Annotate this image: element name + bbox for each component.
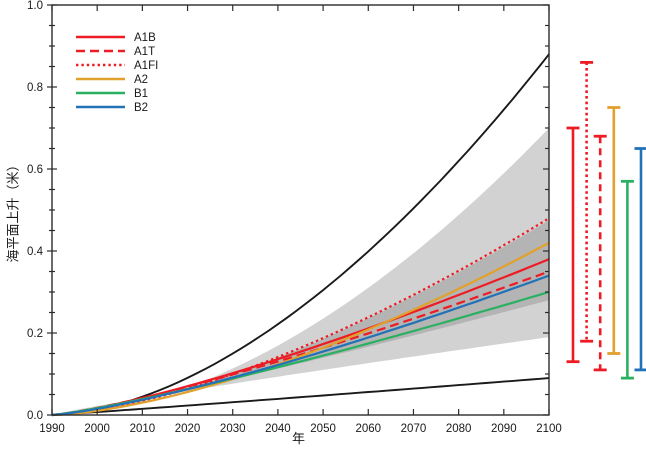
legend-item-A2: A2 bbox=[76, 74, 148, 86]
x-tick-label: 2000 bbox=[84, 423, 110, 435]
legend-label: A1T bbox=[134, 46, 155, 58]
plot-frame-and-axes: 1990 2000 2010 2020 2030 2040 2050 2060 2070 2080… bbox=[27, 0, 562, 435]
legend-label: A2 bbox=[134, 74, 148, 86]
legend-item-A1FI: A1FI bbox=[76, 60, 158, 72]
x-tick-label: 2060 bbox=[355, 423, 381, 435]
x-tick-label: 2010 bbox=[130, 423, 156, 435]
x-tick-label: 2040 bbox=[265, 423, 291, 435]
all-models-range-band-shading bbox=[52, 128, 549, 415]
range-bar-B2 bbox=[634, 147, 646, 372]
y-tick-label: 0.8 bbox=[27, 82, 43, 94]
y-tick-label: 0.2 bbox=[27, 328, 43, 340]
legend-label: B1 bbox=[134, 88, 148, 100]
legend-item-A1T: A1T bbox=[76, 46, 155, 58]
scenario-curves bbox=[51, 217, 550, 417]
x-tick-label: 2050 bbox=[310, 423, 336, 435]
legend-label: B2 bbox=[134, 102, 148, 114]
x-tick-label: 1990 bbox=[39, 423, 65, 435]
range-bar-A1B bbox=[566, 126, 580, 364]
range-bar-A1FI bbox=[580, 61, 594, 343]
legend-label: A1FI bbox=[134, 60, 158, 72]
range-bar-B1 bbox=[620, 179, 634, 380]
range-bars-2100 bbox=[566, 61, 646, 380]
y-tick-label: 0.0 bbox=[27, 410, 43, 422]
y-tick-label: 0.6 bbox=[27, 164, 43, 176]
x-tick-label: 2070 bbox=[401, 423, 427, 435]
legend-label: A1B bbox=[134, 32, 156, 44]
y-tick-label: 1.0 bbox=[27, 0, 43, 12]
range-bar-A1T bbox=[593, 134, 607, 372]
legend-item-B2: B2 bbox=[76, 102, 148, 114]
envelope-lower-line bbox=[51, 377, 550, 416]
legend-item-B1: B1 bbox=[76, 88, 148, 100]
x-axis-title: 年 bbox=[291, 431, 305, 446]
x-tick-label: 2100 bbox=[536, 423, 562, 435]
x-tick-label: 2030 bbox=[220, 423, 246, 435]
legend-item-A1B: A1B bbox=[76, 32, 156, 44]
x-tick-label: 2020 bbox=[175, 423, 201, 435]
series-line-A2 bbox=[51, 241, 550, 417]
range-bar-A2 bbox=[607, 106, 621, 355]
x-tick-label: 2080 bbox=[446, 423, 472, 435]
legend: A1B A1T A1FI A2 B1 B2 bbox=[76, 32, 158, 114]
model-average-range-band-shading bbox=[52, 220, 549, 415]
y-tick-label: 0.4 bbox=[27, 246, 44, 258]
y-axis-title: 海平面上升（米） bbox=[5, 158, 21, 263]
series-line-B2 bbox=[51, 274, 550, 417]
x-tick-label: 2090 bbox=[491, 423, 517, 435]
series-line-A1FI bbox=[51, 217, 550, 417]
